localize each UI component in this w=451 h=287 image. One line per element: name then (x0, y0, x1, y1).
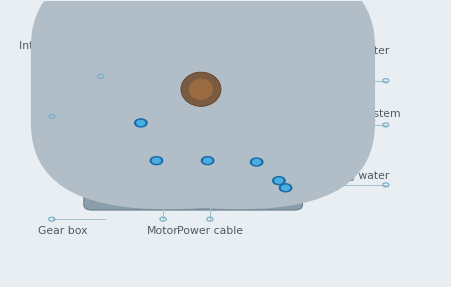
Circle shape (204, 158, 212, 163)
FancyBboxPatch shape (102, 0, 375, 209)
Ellipse shape (58, 156, 72, 171)
Circle shape (150, 157, 163, 165)
Ellipse shape (87, 152, 110, 175)
Polygon shape (241, 48, 270, 122)
FancyBboxPatch shape (143, 177, 169, 206)
Circle shape (134, 119, 147, 127)
Text: Connection
to cooling water: Connection to cooling water (301, 158, 390, 181)
Ellipse shape (295, 158, 308, 174)
Circle shape (281, 185, 290, 190)
FancyBboxPatch shape (31, 0, 305, 209)
Polygon shape (110, 35, 276, 128)
FancyBboxPatch shape (190, 197, 225, 206)
FancyBboxPatch shape (282, 175, 295, 191)
Text: Gear box: Gear box (38, 226, 88, 236)
Circle shape (202, 157, 214, 165)
Text: Internal circulating system: Internal circulating system (19, 41, 164, 51)
Ellipse shape (181, 72, 221, 106)
Text: Connection
to cooling water: Connection to cooling water (301, 34, 390, 56)
Ellipse shape (61, 159, 69, 168)
Circle shape (253, 160, 261, 165)
Text: Motor: Motor (147, 226, 179, 236)
FancyBboxPatch shape (139, 197, 174, 206)
Circle shape (273, 177, 285, 185)
Ellipse shape (111, 27, 278, 43)
FancyBboxPatch shape (195, 177, 221, 206)
Circle shape (250, 158, 263, 166)
Polygon shape (170, 48, 235, 122)
FancyBboxPatch shape (289, 149, 311, 185)
Text: Electronics: Electronics (43, 100, 102, 110)
Circle shape (137, 120, 145, 125)
Text: Power cable: Power cable (177, 226, 243, 236)
Text: External
circulating system: External circulating system (301, 96, 401, 119)
Ellipse shape (189, 79, 213, 100)
Circle shape (279, 184, 292, 192)
Circle shape (152, 158, 161, 163)
Circle shape (275, 178, 283, 183)
FancyBboxPatch shape (84, 121, 303, 210)
Polygon shape (119, 48, 163, 122)
FancyBboxPatch shape (60, 151, 102, 176)
